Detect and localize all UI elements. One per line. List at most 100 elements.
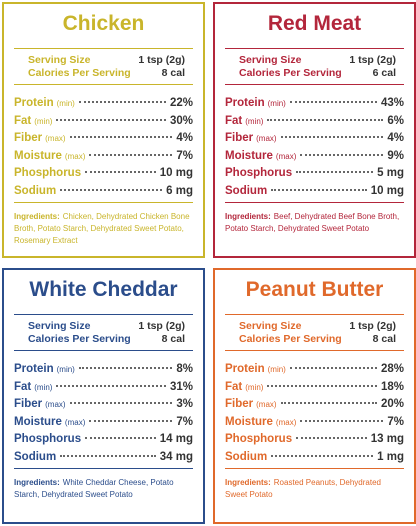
nutrient-qualifier: (min)	[245, 382, 264, 392]
nutrient-value: 4%	[176, 132, 193, 144]
nutrient-row: Fiber (max) 20%	[225, 398, 404, 416]
nutrient-row: Sodium 1 mg	[225, 451, 404, 469]
ingredients: Ingredients: White Cheddar Cheese, Potato…	[14, 468, 193, 501]
serving-box: Serving Size 1 tsp (2g) Calories Per Servi…	[14, 314, 193, 351]
leader-dots	[296, 171, 374, 173]
nutrient-name: Moisture	[14, 149, 62, 162]
panel-title: Chicken	[62, 12, 145, 35]
nutrient-name: Fat	[225, 114, 243, 127]
nutrient-name: Phosphorus	[225, 433, 293, 445]
nutrient-value: 5 mg	[377, 167, 404, 179]
nutrient-value: 7%	[176, 415, 193, 428]
nutrient-row: Moisture (max) 9%	[225, 150, 404, 168]
panel: White Cheddar Serving Size 1 tsp (2g) Calor…	[2, 268, 205, 524]
serving-row: Serving Size 1 tsp (2g)	[14, 320, 193, 333]
leader-dots	[78, 101, 166, 103]
serving-label: Calories Per Serving	[28, 333, 131, 345]
ingredients-text: Chicken, Dehydrated Chicken Bone Broth, …	[14, 212, 190, 245]
nutrient-row: Phosphorus 14 mg	[14, 433, 193, 451]
serving-label: Calories Per Serving	[239, 67, 342, 79]
ingredients: Ingredients: Roasted Peanuts, Dehydrated …	[225, 468, 404, 501]
leader-dots	[280, 136, 384, 138]
nutrient-qualifier: (min)	[245, 116, 264, 126]
nutrient-name: Protein	[14, 363, 54, 375]
serving-box: Serving Size 1 tsp (2g) Calories Per Servi…	[225, 314, 404, 351]
nutrient-value: 3%	[176, 398, 193, 410]
nutrient-name: Moisture	[225, 415, 273, 428]
nutrient-row: Moisture (max) 7%	[14, 150, 193, 168]
nutrient-row: Fat (min) 30%	[14, 115, 193, 133]
nutrient-qualifier: (min)	[34, 116, 53, 126]
panel-title: White Cheddar	[29, 278, 178, 301]
nutrient-qualifier: (min)	[267, 365, 286, 374]
nutrient-qualifier: (min)	[56, 365, 75, 374]
nutrient-row: Protein (min) 28%	[225, 363, 404, 381]
serving-row: Calories Per Serving 8 cal	[225, 333, 404, 346]
nutrient-name: Sodium	[225, 184, 268, 197]
leader-dots	[300, 153, 384, 156]
nutrient-name: Sodium	[14, 184, 57, 197]
leader-dots	[56, 118, 166, 121]
ingredients: Ingredients: Chicken, Dehydrated Chicken …	[14, 202, 193, 247]
nutrient-value: 8%	[176, 363, 193, 375]
nutrient-value: 34 mg	[159, 450, 193, 463]
nutrient-list: Protein (min) 43% Fat (min) 6% Fiber (max) 4% Moi…	[225, 97, 404, 202]
serving-label: Serving Size	[239, 320, 302, 332]
panel: Red Meat Serving Size 1 tsp (2g) Calories P…	[213, 2, 416, 258]
serving-value: 8 cal	[161, 67, 185, 79]
nutrient-qualifier: (max)	[256, 400, 277, 409]
nutrient-value: 13 mg	[370, 433, 404, 445]
nutrient-qualifier: (max)	[45, 134, 66, 143]
nutrient-row: Moisture (max) 7%	[225, 416, 404, 434]
nutrient-name: Phosphorus	[225, 167, 293, 179]
nutrient-qualifier: (min)	[34, 382, 53, 392]
nutrient-row: Moisture (max) 7%	[14, 416, 193, 434]
serving-row: Serving Size 1 tsp (2g)	[225, 320, 404, 333]
nutrient-value: 1 mg	[377, 450, 404, 463]
nutrient-row: Sodium 10 mg	[225, 185, 404, 203]
leader-dots	[289, 367, 377, 369]
nutrient-qualifier: (max)	[275, 417, 297, 427]
serving-value: 1 tsp (2g)	[138, 320, 185, 332]
leader-dots	[89, 153, 173, 156]
serving-value: 1 tsp (2g)	[349, 54, 396, 66]
nutrient-row: Phosphorus 10 mg	[14, 167, 193, 185]
serving-value: 8 cal	[372, 333, 396, 345]
nutrient-row: Fat (min) 6%	[225, 115, 404, 133]
serving-row: Serving Size 1 tsp (2g)	[225, 54, 404, 67]
nutrient-qualifier: (max)	[45, 400, 66, 409]
serving-label: Serving Size	[239, 54, 302, 66]
nutrient-name: Protein	[14, 97, 54, 109]
serving-row: Serving Size 1 tsp (2g)	[14, 54, 193, 67]
nutrient-name: Moisture	[14, 415, 62, 428]
serving-label: Calories Per Serving	[239, 333, 342, 345]
leader-dots	[267, 384, 377, 387]
nutrient-value: 28%	[380, 363, 404, 375]
nutrient-qualifier: (max)	[64, 151, 86, 161]
leader-dots	[56, 384, 166, 387]
nutrient-value: 18%	[380, 380, 404, 393]
ingredients-text: Roasted Peanuts, Dehydrated Sweet Potato	[225, 478, 381, 499]
nutrient-value: 10 mg	[370, 184, 404, 197]
nutrient-name: Fat	[225, 380, 243, 393]
leader-dots	[78, 367, 173, 369]
ingredients-text: Beef, Dehydrated Beef Bone Broth, Potato…	[225, 212, 400, 233]
serving-label: Serving Size	[28, 54, 91, 66]
nutrient-row: Fat (min) 31%	[14, 381, 193, 399]
ingredients-text: White Cheddar Cheese, Potato Starch, Deh…	[14, 478, 174, 499]
nutrient-row: Phosphorus 5 mg	[225, 167, 404, 185]
leader-dots	[300, 419, 384, 422]
nutrient-value: 43%	[380, 97, 404, 109]
nutrient-qualifier: (max)	[64, 417, 86, 427]
nutrient-qualifier: (max)	[275, 151, 297, 161]
nutrient-value: 14 mg	[159, 433, 193, 445]
ingredients: Ingredients: Beef, Dehydrated Beef Bone B…	[225, 202, 404, 235]
nutrient-row: Fat (min) 18%	[225, 381, 404, 399]
ingredients-label: Ingredients:	[225, 478, 271, 487]
nutrient-name: Fat	[14, 114, 32, 127]
nutrient-name: Fiber	[14, 132, 43, 144]
nutrient-list: Protein (min) 22% Fat (min) 30% Fiber (max) 4% Mo…	[14, 97, 193, 202]
serving-box: Serving Size 1 tsp (2g) Calories Per Servi…	[225, 48, 404, 85]
nutrient-row: Protein (min) 43%	[225, 97, 404, 115]
